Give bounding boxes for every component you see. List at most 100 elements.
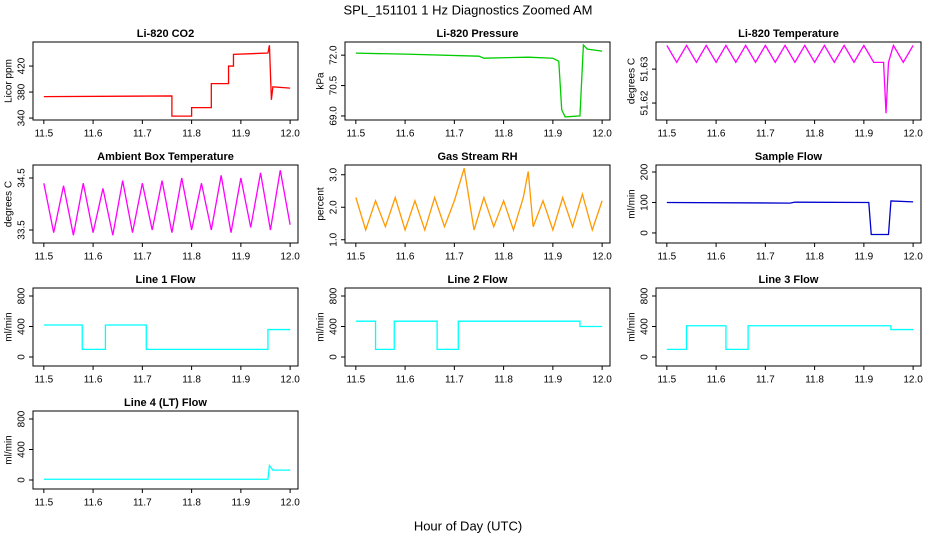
data-line — [666, 200, 914, 236]
panel-title: Li-820 Pressure — [437, 28, 519, 40]
plot-frame — [32, 410, 299, 490]
data-line — [355, 320, 603, 351]
x-tick-label: 11.9 — [543, 129, 562, 140]
y-tick-label: 0 — [329, 354, 340, 360]
y-tick-label: 340 — [17, 109, 28, 126]
x-tick-label: 11.9 — [543, 252, 562, 263]
y-tick-label: 0 — [640, 230, 651, 236]
data-line — [43, 170, 291, 236]
x-tick-label: 11.5 — [34, 375, 53, 386]
x-tick-label: 11.5 — [346, 129, 365, 140]
x-tick-label: 11.6 — [707, 129, 726, 140]
x-tick-label: 12.0 — [280, 375, 300, 386]
y-tick-label: 0 — [640, 354, 651, 360]
y-tick-label: 0 — [17, 354, 28, 360]
x-tick-label: 11.9 — [854, 252, 873, 263]
x-tick-label: 11.7 — [445, 252, 464, 263]
y-tick-label: 69.0 — [329, 106, 340, 126]
x-tick-label: 11.7 — [133, 498, 152, 509]
y-tick-label: 1.0 — [329, 232, 340, 246]
x-tick-label: 12.0 — [280, 498, 300, 509]
y-axis-label: Licor ppm — [4, 59, 15, 103]
x-tick-label: 11.6 — [707, 252, 726, 263]
x-tick-label: 11.6 — [396, 252, 415, 263]
y-axis-label: ml/min — [316, 312, 327, 341]
x-tick-label: 11.6 — [707, 375, 726, 386]
x-tick-label: 11.9 — [543, 375, 562, 386]
plot-frame — [32, 41, 299, 121]
x-tick-label: 11.5 — [34, 129, 53, 140]
x-tick-label: 11.7 — [133, 129, 152, 140]
y-tick-label: 51.63 — [640, 56, 651, 81]
y-tick-label: 800 — [640, 287, 651, 304]
y-tick-label: 800 — [17, 287, 28, 304]
data-line — [43, 45, 291, 117]
plot-frame — [344, 164, 611, 244]
x-tick-label: 11.8 — [182, 129, 201, 140]
y-axis-label: ml/min — [627, 189, 638, 218]
x-tick-label: 11.9 — [854, 375, 873, 386]
y-tick-label: 72.0 — [329, 45, 340, 65]
x-tick-label: 11.5 — [34, 252, 53, 263]
data-line — [666, 43, 914, 114]
x-tick-label: 11.8 — [805, 375, 824, 386]
x-tick-label: 11.8 — [494, 129, 513, 140]
panel-title: Li-820 CO2 — [137, 28, 194, 40]
x-tick-label: 11.7 — [445, 129, 464, 140]
plot-frame — [655, 287, 922, 367]
x-tick-label: 11.6 — [84, 498, 103, 509]
x-tick-label: 11.8 — [805, 252, 824, 263]
figure-title: SPL_151101 1 Hz Diagnostics Zoomed AM — [343, 2, 592, 17]
x-tick-label: 12.0 — [903, 129, 923, 140]
y-tick-label: 0 — [17, 477, 28, 483]
panel-title: Line 3 Flow — [759, 274, 819, 286]
y-tick-label: 800 — [17, 410, 28, 427]
y-tick-label: 400 — [17, 441, 28, 458]
y-axis-label: degrees C — [627, 58, 638, 104]
plot-frame — [655, 164, 922, 244]
data-line — [355, 168, 603, 233]
x-tick-label: 11.5 — [657, 375, 676, 386]
data-line — [43, 463, 291, 480]
y-tick-label: 33.5 — [17, 220, 28, 240]
x-tick-label: 11.6 — [84, 252, 103, 263]
x-axis-label: Hour of Day (UTC) — [414, 518, 522, 533]
y-tick-label: 3.0 — [329, 167, 340, 181]
x-tick-label: 12.0 — [903, 375, 923, 386]
x-tick-label: 11.5 — [657, 252, 676, 263]
panel-title: Sample Flow — [755, 151, 823, 163]
x-tick-label: 11.9 — [231, 129, 250, 140]
x-tick-label: 11.8 — [805, 129, 824, 140]
panel-title: Line 1 Flow — [136, 274, 196, 286]
panel-title: Li-820 Temperature — [738, 28, 839, 40]
panel-title: Gas Stream RH — [437, 151, 517, 163]
y-axis-label: degrees C — [4, 181, 15, 227]
y-tick-label: 2.0 — [329, 200, 340, 214]
y-tick-label: 400 — [329, 318, 340, 335]
x-tick-label: 11.5 — [34, 498, 53, 509]
y-tick-label: 400 — [640, 318, 651, 335]
x-tick-label: 11.5 — [346, 252, 365, 263]
y-axis-label: ml/min — [4, 435, 15, 464]
x-tick-label: 12.0 — [280, 252, 300, 263]
x-tick-label: 11.6 — [84, 129, 103, 140]
x-tick-label: 11.9 — [231, 252, 250, 263]
y-tick-label: 400 — [17, 318, 28, 335]
y-tick-label: 200 — [640, 163, 651, 180]
plot-frame — [344, 41, 611, 121]
x-tick-label: 11.8 — [494, 375, 513, 386]
x-tick-label: 11.8 — [182, 252, 201, 263]
plot-frame — [32, 287, 299, 367]
x-tick-label: 11.5 — [346, 375, 365, 386]
x-tick-label: 11.7 — [756, 375, 775, 386]
x-tick-label: 12.0 — [592, 129, 612, 140]
x-tick-label: 11.6 — [396, 375, 415, 386]
x-tick-label: 11.6 — [396, 129, 415, 140]
plot-frame — [655, 41, 922, 121]
plot-frame — [32, 164, 299, 244]
x-tick-label: 11.7 — [756, 129, 775, 140]
y-tick-label: 100 — [640, 194, 651, 211]
x-tick-label: 11.8 — [182, 375, 201, 386]
y-axis-label: kPa — [316, 72, 327, 90]
